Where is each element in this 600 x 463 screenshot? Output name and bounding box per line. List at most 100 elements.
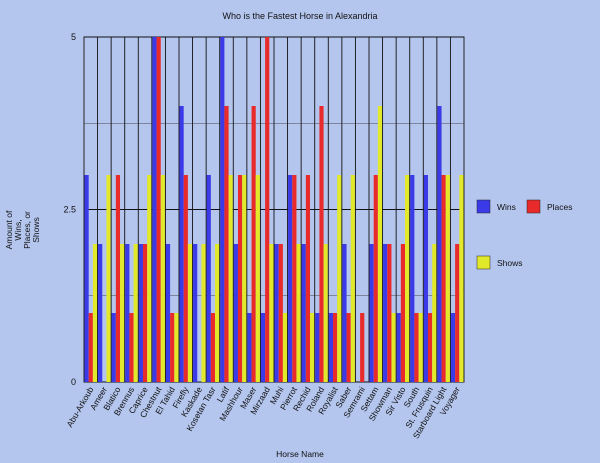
axis-layer: [97, 37, 451, 382]
bar-wins: [328, 313, 333, 382]
bar-shows: [432, 244, 437, 382]
bar-shows: [296, 244, 301, 382]
bar-places: [278, 244, 283, 382]
bar-wins: [369, 244, 374, 382]
y-tick-label: 0: [71, 377, 76, 387]
bar-wins: [383, 244, 388, 382]
bar-places: [210, 313, 216, 382]
legend-swatch-places: [526, 199, 541, 214]
bar-shows: [133, 244, 138, 382]
bar-shows: [120, 244, 125, 382]
x-axis-title: Horse Name: [276, 449, 324, 459]
bar-wins: [165, 244, 171, 382]
bar-shows: [350, 175, 355, 382]
bar-shows: [187, 244, 193, 382]
bar-shows: [405, 175, 410, 382]
bar-wins: [274, 244, 279, 382]
bar-shows: [310, 313, 315, 382]
bar-places: [88, 313, 93, 382]
bar-wins: [179, 106, 184, 382]
bar-wins: [84, 175, 89, 382]
bar-shows: [377, 106, 383, 382]
y-axis-title-line: Amount of: [4, 210, 14, 249]
bar-places: [156, 37, 161, 382]
bar-wins: [206, 175, 211, 382]
legend-label-shows: Shows: [497, 258, 523, 268]
bar-shows: [418, 313, 423, 382]
bar-shows: [228, 175, 233, 382]
y-axis-title: Amount of Wins, Places, or Shows: [4, 210, 41, 249]
bar-wins: [260, 313, 266, 382]
bar-wins: [423, 175, 428, 382]
bar-places: [265, 37, 270, 382]
bar-wins: [247, 313, 252, 382]
bar-wins: [410, 175, 415, 382]
y-axis-title-line: Wins,: [13, 219, 23, 240]
bar-places: [387, 244, 392, 382]
bar-shows: [269, 244, 274, 382]
bar-wins: [220, 37, 225, 382]
y-tick-label: 5: [71, 32, 76, 42]
legend-label-wins: Wins: [497, 202, 516, 212]
legend-swatch-shows: [476, 255, 491, 270]
bars-layer: [84, 37, 464, 382]
y-axis-title-line: Shows: [31, 217, 41, 243]
bar-wins: [138, 244, 143, 382]
bar-wins: [437, 106, 442, 382]
bar-wins: [342, 244, 347, 382]
bar-places: [251, 106, 256, 382]
bar-places: [455, 244, 460, 382]
bar-wins: [111, 313, 116, 382]
bar-wins: [315, 313, 320, 382]
bar-places: [170, 313, 175, 382]
y-axis-title-line: Places, or: [22, 211, 32, 249]
bar-places: [441, 175, 446, 382]
bar-shows: [391, 313, 396, 382]
bar-shows: [106, 175, 111, 382]
bar-wins: [152, 37, 157, 382]
y-tick-label: 2.5: [63, 205, 76, 215]
legend: Wins Places Shows: [476, 199, 573, 270]
bar-places: [427, 313, 433, 382]
bar-places: [360, 313, 365, 382]
bar-shows: [215, 244, 220, 382]
bar-wins: [450, 313, 456, 382]
bar-places: [224, 106, 229, 382]
legend-swatch-wins: [476, 199, 491, 214]
bar-wins: [301, 244, 306, 382]
bar-wins: [98, 244, 103, 382]
bar-places: [305, 175, 311, 382]
bar-shows: [92, 244, 98, 382]
bar-places: [346, 313, 351, 382]
bar-wins: [396, 313, 401, 382]
bar-shows: [201, 244, 206, 382]
labels-layer: 02.55Abu-ArkoubAmeerBlaticoBrennusCapric…: [63, 32, 462, 440]
bar-wins: [233, 244, 238, 382]
bar-shows: [323, 244, 328, 382]
bar-shows: [255, 175, 260, 382]
bar-places: [292, 175, 297, 382]
legend-label-places: Places: [547, 202, 573, 212]
bar-wins: [193, 244, 198, 382]
bar-places: [183, 175, 188, 382]
bar-shows: [242, 175, 247, 382]
bar-places: [319, 106, 324, 382]
chart-title: Who is the Fastest Horse in Alexandria: [222, 11, 377, 21]
bar-places: [373, 175, 378, 382]
bar-places: [332, 313, 338, 382]
bar-shows: [459, 175, 464, 382]
bar-shows: [147, 175, 152, 382]
bar-shows: [282, 313, 288, 382]
bar-wins: [125, 244, 130, 382]
bar-places: [237, 175, 243, 382]
bar-places: [414, 313, 419, 382]
bar-shows: [160, 175, 165, 382]
bar-wins: [288, 175, 293, 382]
bar-places: [115, 175, 121, 382]
bar-places: [129, 313, 134, 382]
bar-places: [400, 244, 406, 382]
bar-places: [142, 244, 148, 382]
